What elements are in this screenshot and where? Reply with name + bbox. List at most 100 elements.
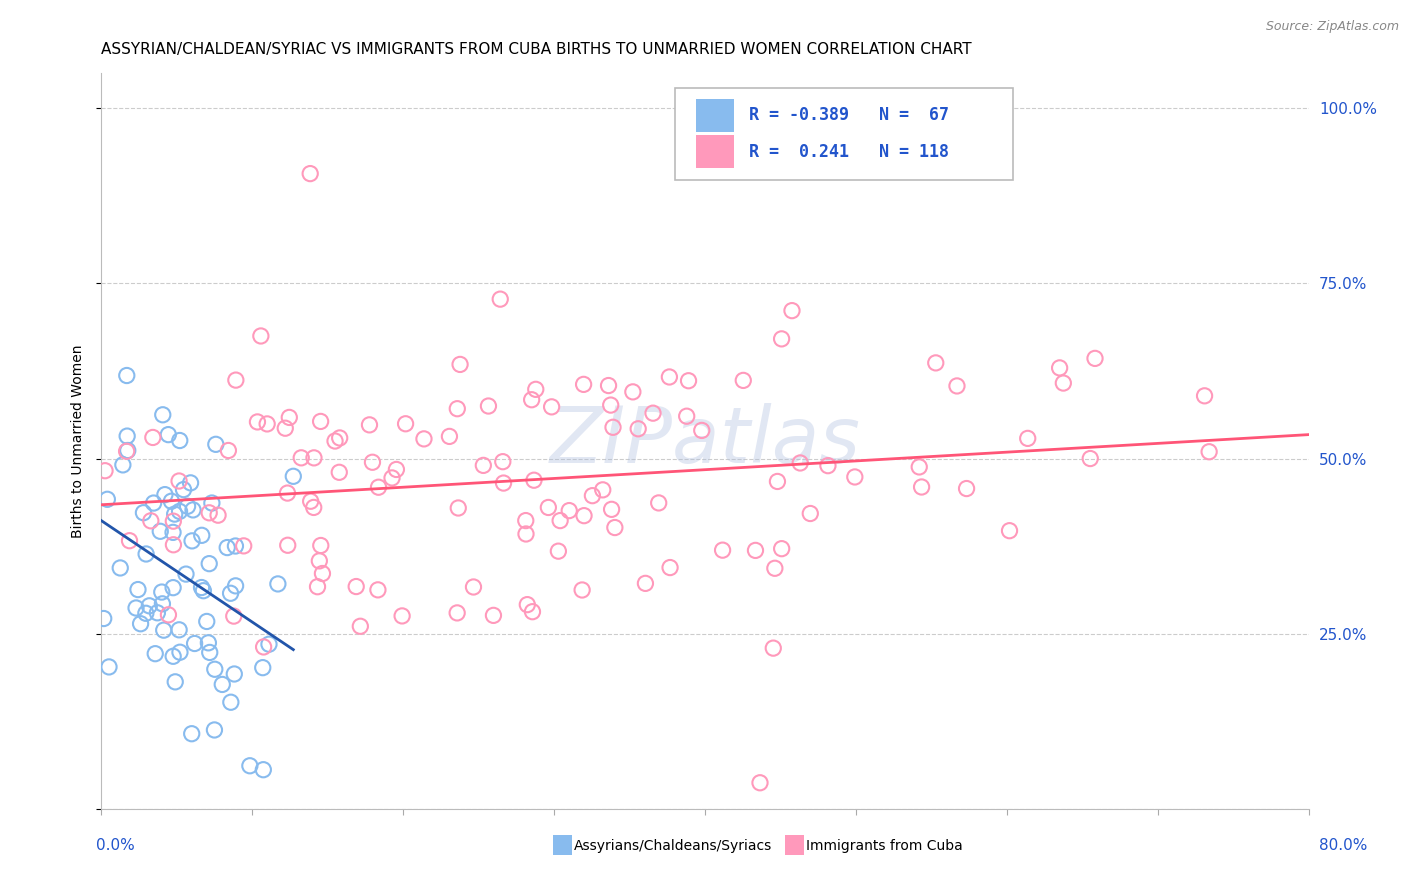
Point	[1017, 431, 1039, 445]
Point	[143, 647, 166, 661]
Point	[344, 580, 367, 594]
Point	[446, 606, 468, 620]
Point	[162, 538, 184, 552]
Point	[162, 514, 184, 528]
Point	[142, 496, 165, 510]
Point	[523, 473, 546, 487]
Y-axis label: Births to Unmarried Women: Births to Unmarried Women	[72, 344, 86, 538]
Point	[181, 533, 204, 548]
Point	[641, 406, 664, 420]
Point	[232, 539, 254, 553]
Point	[558, 503, 581, 517]
Point	[180, 727, 202, 741]
Point	[150, 597, 173, 611]
Text: R = -0.389   N =  67: R = -0.389 N = 67	[749, 106, 949, 124]
FancyBboxPatch shape	[696, 99, 734, 132]
Point	[157, 607, 180, 622]
Point	[766, 475, 789, 489]
Point	[129, 616, 152, 631]
Point	[925, 356, 948, 370]
Point	[592, 483, 614, 497]
Point	[998, 524, 1021, 538]
Point	[537, 500, 560, 515]
Point	[162, 525, 184, 540]
Point	[94, 464, 117, 478]
Point	[195, 615, 218, 629]
Bar	[554, 835, 571, 855]
Point	[780, 303, 803, 318]
Point	[308, 554, 330, 568]
Point	[246, 415, 269, 429]
Point	[1052, 376, 1074, 390]
Point	[276, 486, 298, 500]
Point	[946, 379, 969, 393]
Point	[173, 483, 195, 497]
Point	[359, 417, 381, 432]
Point	[205, 437, 228, 451]
Point	[524, 382, 547, 396]
Point	[571, 582, 593, 597]
Point	[763, 561, 786, 575]
Point	[299, 494, 322, 508]
Point	[349, 619, 371, 633]
Point	[599, 398, 621, 412]
Point	[309, 539, 332, 553]
Point	[125, 601, 148, 615]
Point	[621, 384, 644, 399]
Point	[447, 500, 470, 515]
Point	[96, 492, 118, 507]
Point	[152, 623, 174, 637]
Point	[290, 450, 312, 465]
Point	[572, 508, 595, 523]
Point	[278, 410, 301, 425]
Point	[135, 607, 157, 621]
Point	[744, 543, 766, 558]
Point	[600, 502, 623, 516]
Text: 0.0%: 0.0%	[96, 838, 135, 853]
Point	[117, 443, 139, 458]
Point	[174, 567, 197, 582]
Point	[132, 506, 155, 520]
Point	[162, 649, 184, 664]
Point	[446, 401, 468, 416]
Point	[675, 409, 697, 424]
Point	[190, 581, 212, 595]
Point	[367, 480, 389, 494]
Point	[515, 527, 537, 541]
Point	[193, 583, 215, 598]
Point	[391, 608, 413, 623]
Point	[540, 400, 562, 414]
Point	[299, 167, 322, 181]
Point	[274, 421, 297, 435]
Point	[252, 660, 274, 674]
Point	[198, 506, 221, 520]
Point	[207, 508, 229, 523]
Point	[115, 429, 138, 443]
Point	[385, 462, 408, 476]
Point	[198, 645, 221, 659]
Point	[135, 547, 157, 561]
Point	[955, 482, 977, 496]
Point	[211, 677, 233, 691]
Point	[142, 430, 165, 444]
Point	[198, 557, 221, 571]
Point	[844, 470, 866, 484]
Point	[548, 514, 571, 528]
Text: R =  0.241   N = 118: R = 0.241 N = 118	[749, 143, 949, 161]
Point	[449, 358, 471, 372]
Point	[733, 373, 755, 387]
Point	[283, 469, 305, 483]
Text: Immigrants from Cuba: Immigrants from Cuba	[806, 838, 962, 853]
Point	[302, 450, 325, 465]
Point	[1084, 351, 1107, 366]
Point	[118, 533, 141, 548]
Point	[908, 459, 931, 474]
Point	[910, 480, 932, 494]
Point	[516, 598, 538, 612]
Text: Source: ZipAtlas.com: Source: ZipAtlas.com	[1265, 20, 1399, 33]
Point	[224, 667, 246, 681]
Point	[127, 582, 149, 597]
Point	[329, 431, 352, 445]
Point	[180, 475, 202, 490]
Point	[520, 392, 543, 407]
